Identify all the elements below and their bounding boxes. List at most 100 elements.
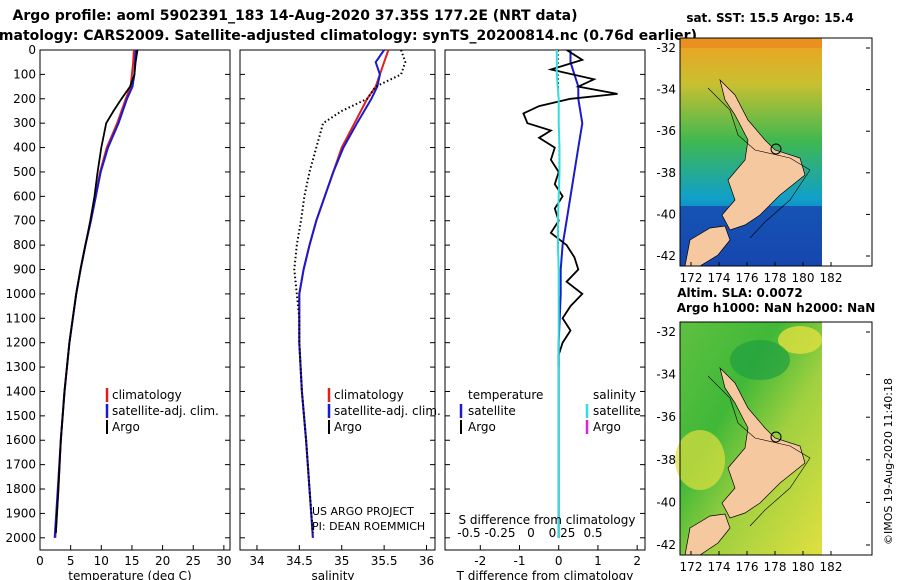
x-tick-label: 2 [633, 554, 641, 568]
map-x-tick-label: 172 [680, 560, 703, 574]
y-tick-label: 400 [13, 141, 36, 155]
x-tick-label: -2 [474, 554, 486, 568]
sst-map-frame [679, 37, 873, 267]
x-tick-label: 30 [216, 554, 231, 568]
legend-temperature-title: temperature [468, 388, 543, 402]
y-tick-label: 2000 [5, 531, 36, 545]
temperature-xlabel: temperature (deg C) [68, 569, 191, 580]
y-tick-label: 1000 [5, 287, 36, 301]
difference-legend: temperature satellite Argo salinity sate… [459, 388, 641, 434]
y-tick-label: 600 [13, 189, 36, 203]
header-line1: Argo profile: aoml 5902391_183 14-Aug-20… [13, 8, 578, 24]
legend-s-satellite: satellite [593, 404, 641, 418]
y-tick-label: 1200 [5, 336, 36, 350]
y-tick-label: 1400 [5, 384, 36, 398]
legend-t-argo: Argo [468, 420, 496, 434]
map-x-tick-label: 176 [736, 560, 759, 574]
map-y-tick-label: -34 [656, 368, 676, 382]
map-x-tick-label: 182 [820, 271, 843, 285]
sst-map-ticks: 172 174 176 178 180 182 -32 -34 -36 -38 -40 -42 [656, 41, 870, 285]
imos-credit: ©IMOS 19-Aug-2020 11:40:18 [882, 378, 895, 545]
s-tick-label: 0 [527, 526, 535, 540]
bathymetry-contour [707, 87, 811, 239]
legend-salinity-title: salinity [593, 388, 636, 402]
series-line-argo [55, 49, 139, 533]
s-tick-label: 0.5 [583, 526, 602, 540]
salinity-legend: climatology satellite-adj. clim. Argo US… [312, 388, 441, 533]
map-y-tick-label: -36 [656, 410, 676, 424]
argo-position-marker [770, 143, 782, 155]
y-tick-label: 500 [13, 165, 36, 179]
argo-position-marker [770, 431, 782, 443]
s-tick-label: 0.25 [549, 526, 576, 540]
s-tick-label: -0.25 [484, 526, 515, 540]
x-tick-label: 36 [419, 554, 434, 568]
x-tick-label: 34 [249, 554, 264, 568]
legend-climatology: climatology [112, 388, 182, 402]
x-tick-label: 35 [334, 554, 349, 568]
y-tick-label: 1500 [5, 409, 36, 423]
temperature-panel [39, 49, 231, 551]
x-tick-label: 0 [555, 554, 563, 568]
x-tick-label: -1 [514, 554, 526, 568]
y-tick-label: 100 [13, 67, 36, 81]
y-tick-label: 800 [13, 238, 36, 252]
x-tick-label: 35.5 [371, 554, 398, 568]
series-line-s-satellite [555, 50, 561, 538]
y-tick-label: 1700 [5, 458, 36, 472]
map-x-tick-label: 172 [680, 271, 703, 285]
y-tick-label: 1300 [5, 360, 36, 374]
header-line2: Climatology: CARS2009. Satellite-adjuste… [0, 28, 697, 44]
series-line-climatology [298, 49, 390, 538]
y-tick-label: 1900 [5, 506, 36, 520]
map-y-tick-label: -40 [656, 495, 676, 509]
y-tick-label: 900 [13, 263, 36, 277]
map-y-tick-label: -36 [656, 124, 676, 138]
map-y-tick-label: -42 [656, 249, 676, 263]
sla-high-patch [778, 326, 822, 354]
sla-map: Argo h1000: NaN h2000: NaN 172 174 176 178 1… [656, 301, 875, 574]
x-tick-label: 0 [36, 554, 44, 568]
x-tick-label: 25 [186, 554, 201, 568]
x-tick-label: 1 [594, 554, 602, 568]
x-tick-label: 34.5 [286, 554, 313, 568]
map-x-tick-label: 178 [764, 271, 787, 285]
axes-layer: 0 5 10 15 20 25 300100200300400500600700800900… [5, 43, 645, 568]
y-tick-label: 1600 [5, 433, 36, 447]
s-tick-label: -0.5 [457, 526, 480, 540]
series-line-satellite-adj-clim- [53, 49, 137, 538]
series-line-satellite-adj-clim- [298, 49, 385, 538]
map-y-tick-label: -38 [656, 166, 676, 180]
legend-satellite: satellite-adj. clim. [334, 404, 441, 418]
sla-map-frame [679, 321, 873, 556]
x-tick-label: 20 [155, 554, 170, 568]
sla-map-ticks: 172 174 176 178 180 182 -32 -34 -36 -38 -40 -42 [656, 325, 870, 574]
legend-argo: Argo [334, 420, 362, 434]
sla-map-subtitle: Altim. SLA: 0.0072 [677, 286, 803, 300]
legend-t-satellite: satellite [468, 404, 516, 418]
lines-layer [53, 49, 618, 538]
north-island-land [719, 366, 806, 519]
x-tick-label: 15 [124, 554, 139, 568]
north-island-land [719, 78, 806, 231]
map-x-tick-label: 174 [708, 560, 731, 574]
sst-warm-band [680, 38, 822, 48]
salinity-panel [239, 49, 436, 551]
legend-climatology: climatology [334, 388, 404, 402]
x-tick-label: 10 [94, 554, 109, 568]
series-line-t-argo [522, 49, 618, 368]
sst-map: sat. SST: 15.5 Argo: 15.4 172 174 176 178 18… [656, 11, 873, 300]
project-credit: US ARGO PROJECT [312, 505, 414, 518]
temperature-legend: climatology satellite-adj. clim. Argo [105, 388, 219, 434]
map-x-tick-label: 180 [792, 271, 815, 285]
map-y-tick-label: -38 [656, 453, 676, 467]
map-y-tick-label: -32 [656, 41, 676, 55]
y-tick-label: 0 [28, 43, 36, 57]
map-y-tick-label: -34 [656, 83, 676, 97]
map-x-tick-label: 174 [708, 271, 731, 285]
y-tick-label: 200 [13, 92, 36, 106]
map-y-tick-label: -32 [656, 325, 676, 339]
map-x-tick-label: 182 [820, 560, 843, 574]
map-x-tick-label: 178 [764, 560, 787, 574]
